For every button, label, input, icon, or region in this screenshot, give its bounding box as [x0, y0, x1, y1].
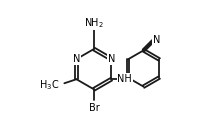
Text: N: N	[73, 54, 80, 64]
Text: N: N	[153, 35, 160, 45]
Text: NH$_2$: NH$_2$	[84, 16, 104, 30]
Text: H$_3$C: H$_3$C	[39, 78, 59, 92]
Text: NH: NH	[117, 74, 132, 84]
Text: Br: Br	[88, 103, 99, 113]
Text: N: N	[108, 54, 115, 64]
